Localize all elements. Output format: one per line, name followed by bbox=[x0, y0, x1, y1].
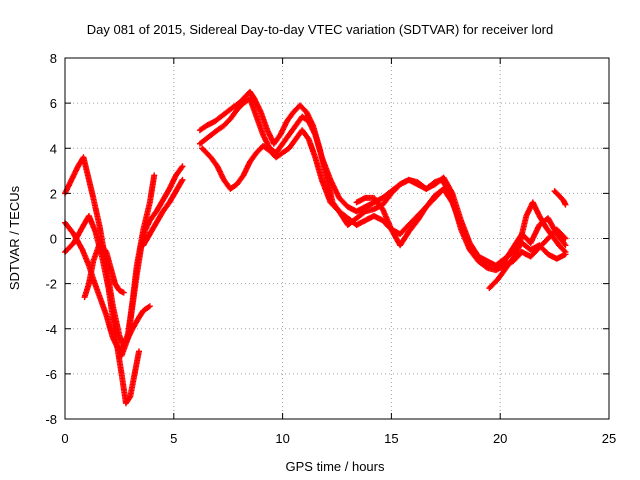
data-point bbox=[446, 193, 453, 200]
data-point bbox=[135, 348, 142, 355]
y-tick-label: 2 bbox=[50, 186, 57, 201]
data-point bbox=[120, 289, 127, 296]
data-point bbox=[562, 201, 569, 208]
series-trace-k bbox=[486, 199, 569, 292]
y-tick-label: 8 bbox=[50, 51, 57, 66]
data-point bbox=[561, 241, 568, 248]
y-tick-label: 4 bbox=[50, 141, 57, 156]
y-tick-label: 6 bbox=[50, 96, 57, 111]
y-tick-label: -8 bbox=[45, 412, 57, 427]
series-trace-b bbox=[62, 212, 142, 407]
x-tick-label: 25 bbox=[602, 431, 616, 446]
chart-title: Day 081 of 2015, Sidereal Day-to-day VTE… bbox=[87, 22, 554, 37]
data-point bbox=[179, 163, 186, 170]
series-trace-d bbox=[81, 240, 127, 301]
x-tick-label: 10 bbox=[275, 431, 289, 446]
series-trace-f bbox=[140, 176, 186, 249]
y-tick-label: -4 bbox=[45, 322, 57, 337]
series-trace-i bbox=[199, 127, 569, 274]
data-points bbox=[62, 88, 569, 407]
series-trace-l bbox=[551, 188, 569, 208]
x-tick-label: 5 bbox=[170, 431, 177, 446]
data-point bbox=[513, 250, 520, 257]
y-tick-label: -6 bbox=[45, 367, 57, 382]
y-tick-label: 0 bbox=[50, 232, 57, 247]
series-trace-e bbox=[118, 163, 186, 359]
data-point bbox=[179, 176, 186, 183]
series-trace-j bbox=[353, 185, 454, 249]
data-point bbox=[447, 194, 454, 201]
x-tick-label: 20 bbox=[493, 431, 507, 446]
data-point bbox=[561, 247, 568, 254]
series-trace-g bbox=[196, 88, 569, 269]
series-trace-h bbox=[196, 95, 569, 269]
y-tick-label: -2 bbox=[45, 277, 57, 292]
data-point bbox=[562, 242, 569, 249]
y-axis-label: SDTVAR / TECUs bbox=[7, 185, 22, 290]
x-axis-label: GPS time / hours bbox=[286, 459, 385, 474]
x-tick-label: 0 bbox=[61, 431, 68, 446]
x-tick-label: 15 bbox=[384, 431, 398, 446]
data-point bbox=[178, 164, 185, 171]
data-point bbox=[562, 249, 569, 256]
data-point bbox=[146, 303, 153, 310]
data-point bbox=[562, 235, 569, 242]
data-point bbox=[561, 234, 568, 241]
axes: 0 5 10 15 20 25 -8 -6 -4 -2 0 2 4 6 8 bbox=[45, 51, 616, 446]
data-point bbox=[178, 178, 185, 185]
data-point bbox=[151, 172, 158, 179]
